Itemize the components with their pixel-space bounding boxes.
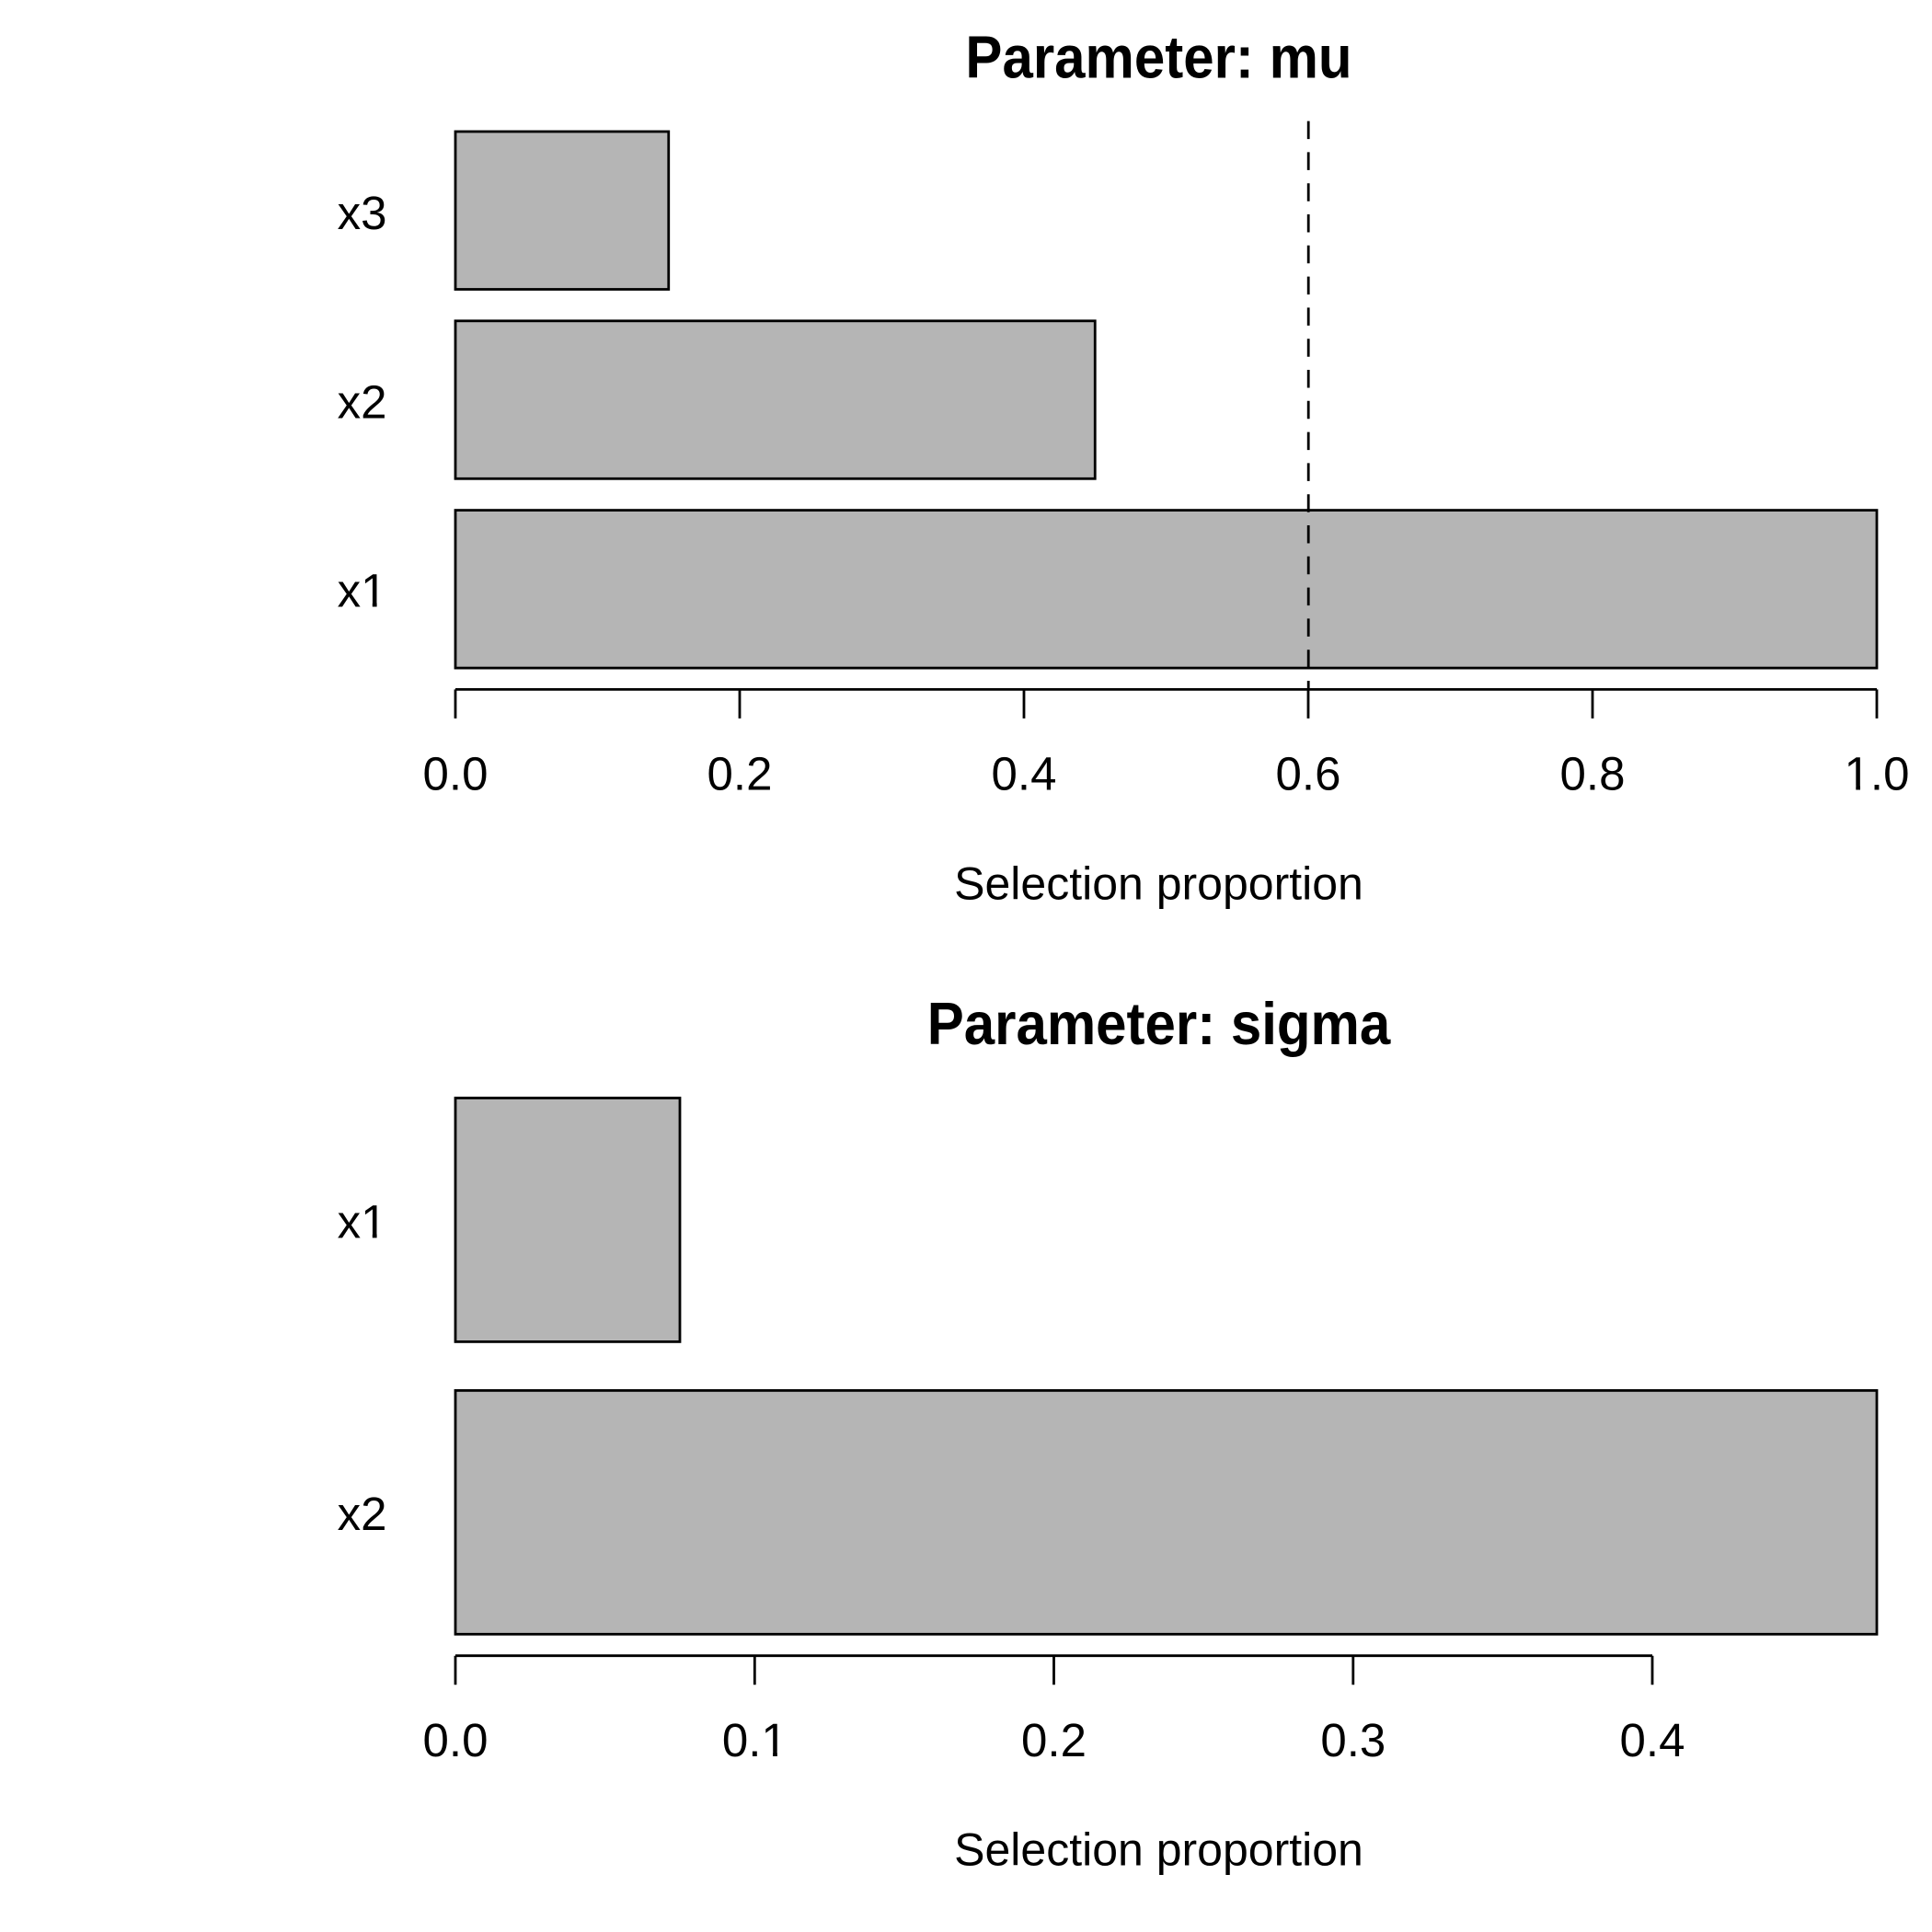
svg-text:0.2: 0.2 (707, 748, 773, 800)
svg-text:Selection proportion: Selection proportion (954, 1824, 1363, 1876)
svg-text:0.6: 0.6 (1276, 748, 1341, 800)
svg-text:x3: x3 (338, 187, 387, 239)
svg-text:Parameter: sigma: Parameter: sigma (927, 990, 1392, 1057)
svg-text:Parameter: mu: Parameter: mu (965, 24, 1351, 91)
svg-text:Selection proportion: Selection proportion (954, 857, 1363, 909)
svg-text:0.8: 0.8 (1560, 748, 1626, 800)
svg-text:x2: x2 (338, 375, 387, 428)
svg-text:0.0: 0.0 (423, 748, 489, 800)
svg-text:0.4: 0.4 (1620, 1714, 1685, 1766)
svg-text:1.0: 1.0 (1845, 748, 1910, 800)
svg-text:x2: x2 (338, 1488, 387, 1540)
svg-text:x1: x1 (338, 564, 387, 616)
svg-text:0.3: 0.3 (1320, 1714, 1386, 1766)
svg-text:0.2: 0.2 (1021, 1714, 1087, 1766)
svg-text:0.4: 0.4 (992, 748, 1057, 800)
svg-text:x1: x1 (338, 1196, 387, 1248)
svg-text:0.0: 0.0 (423, 1714, 489, 1766)
svg-text:0.1: 0.1 (722, 1714, 788, 1766)
